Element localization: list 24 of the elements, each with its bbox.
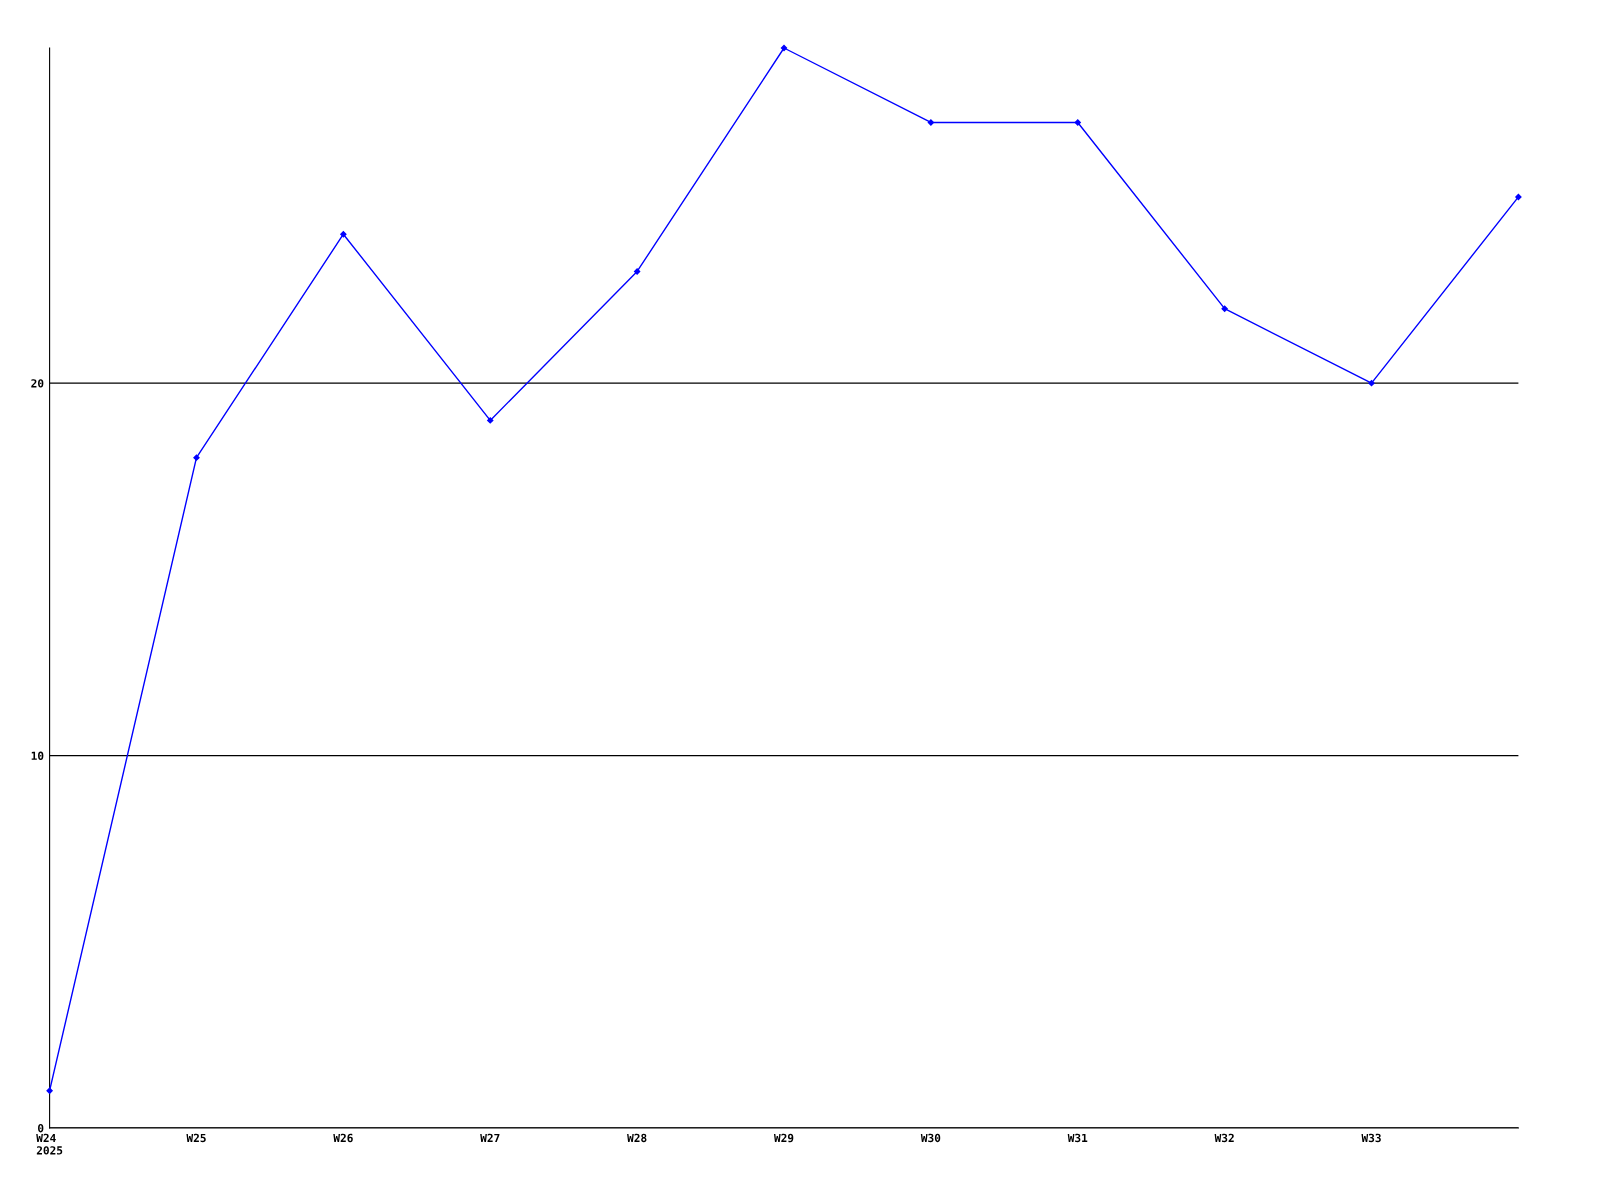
point [487, 417, 494, 424]
x-tick-label: W32 [1214, 1133, 1234, 1143]
y-tick-label: 20 [31, 379, 44, 388]
y-tick-label: 10 [31, 751, 44, 760]
x-tick-label: W33 [1361, 1133, 1381, 1143]
x-tick-label: W24 2025 [36, 1133, 63, 1155]
point [46, 1087, 53, 1094]
point [193, 454, 200, 461]
x-tick-label: W26 [333, 1133, 353, 1143]
x-tick-label: W30 [920, 1133, 941, 1143]
point [780, 44, 788, 52]
point [340, 231, 347, 238]
x-tick-label: W29 [773, 1133, 794, 1143]
point [1074, 119, 1081, 126]
point [1221, 305, 1228, 312]
x-tick-label: W31 [1067, 1133, 1088, 1143]
point [1368, 380, 1375, 387]
point [633, 268, 641, 275]
y-tick-label: 0 [38, 1123, 44, 1133]
x-tick-label: W25 [186, 1133, 206, 1143]
point [927, 119, 935, 126]
x-tick-label: W28 [627, 1133, 647, 1143]
point [1515, 193, 1522, 201]
x-tick-label: W27 [480, 1133, 500, 1142]
